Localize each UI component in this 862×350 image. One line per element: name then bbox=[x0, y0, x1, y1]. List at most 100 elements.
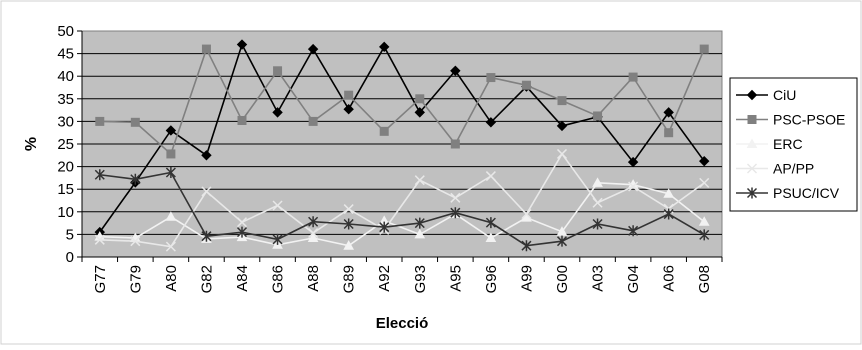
x-tick-label: G93 bbox=[412, 265, 429, 293]
data-point-erc bbox=[698, 216, 710, 226]
data-point-ciu bbox=[414, 107, 425, 118]
legend-label: PSUC/ICV bbox=[773, 185, 840, 201]
data-point-psuc-icv bbox=[343, 218, 354, 230]
data-point-psuc-icv bbox=[308, 216, 319, 228]
x-tick-label: G96 bbox=[483, 265, 500, 293]
legend-item-erc: ERC bbox=[736, 136, 803, 152]
y-tick-label: 25 bbox=[57, 136, 74, 153]
x-tick-label: A84 bbox=[234, 265, 251, 292]
data-point-ap-pp bbox=[699, 177, 710, 188]
data-point-psuc-icv bbox=[485, 217, 496, 229]
data-point-ciu bbox=[627, 156, 639, 168]
data-point-psc-psoe bbox=[379, 126, 389, 136]
legend: CiU PSC-PSOE ERC AP/PP PSUC/ICV bbox=[729, 77, 858, 212]
data-point-erc bbox=[165, 211, 177, 221]
data-point-psuc-icv bbox=[450, 207, 461, 219]
data-point-psc-psoe bbox=[344, 90, 354, 100]
data-point-erc bbox=[485, 232, 497, 243]
data-point-ciu bbox=[450, 65, 461, 76]
legend-item-psuc-icv: PSUC/ICV bbox=[736, 185, 840, 201]
data-point-ap-pp bbox=[308, 228, 319, 239]
y-tick-label: 15 bbox=[57, 181, 74, 198]
x-tick-label: A06 bbox=[661, 265, 678, 292]
legend-label: AP/PP bbox=[773, 161, 814, 177]
data-point-psuc-icv bbox=[521, 240, 532, 252]
gridlines bbox=[82, 53, 722, 235]
x-axis-title: Elecció bbox=[376, 315, 429, 332]
x-tick-label: G79 bbox=[127, 265, 144, 293]
data-point-ciu bbox=[663, 107, 674, 118]
data-point-ciu bbox=[343, 103, 354, 115]
series-line-erc bbox=[99, 182, 705, 247]
x-tick-label: G86 bbox=[270, 265, 287, 293]
data-point-psc-psoe bbox=[237, 115, 247, 125]
data-point-psuc-icv bbox=[272, 233, 283, 245]
data-point-ap-pp bbox=[628, 181, 639, 192]
y-tick-label: 50 bbox=[57, 23, 74, 40]
data-point-psuc-icv bbox=[628, 225, 639, 237]
data-point-psuc-icv bbox=[130, 173, 141, 185]
data-point-psc-psoe bbox=[521, 80, 531, 90]
x-tick-label: G77 bbox=[92, 265, 109, 293]
series-layer bbox=[94, 39, 710, 252]
y-axis-title: % bbox=[23, 137, 40, 151]
data-point-psuc-icv bbox=[414, 217, 425, 229]
series-line-psuc-icv bbox=[99, 171, 705, 247]
data-point-erc bbox=[556, 226, 568, 236]
data-point-ap-pp bbox=[130, 236, 141, 247]
data-point-erc bbox=[663, 188, 675, 198]
data-point-psc-psoe bbox=[415, 94, 425, 104]
data-point-psuc-icv bbox=[556, 235, 568, 247]
y-tick-label: 20 bbox=[57, 159, 74, 176]
data-point-psc-psoe bbox=[130, 117, 140, 127]
data-point-ap-pp bbox=[556, 148, 568, 159]
data-point-ciu bbox=[201, 150, 212, 161]
x-tick-label: A80 bbox=[163, 265, 180, 292]
legend-label: ERC bbox=[773, 136, 803, 152]
data-point-psc-psoe bbox=[699, 44, 709, 54]
legend-marker bbox=[746, 187, 758, 199]
data-point-psc-psoe bbox=[95, 116, 105, 126]
y-tick-label: 35 bbox=[57, 91, 74, 108]
data-point-psc-psoe bbox=[486, 73, 496, 83]
x-tick-label: G08 bbox=[696, 265, 713, 293]
series-ciu bbox=[94, 39, 710, 238]
legend-item-ap-pp: AP/PP bbox=[736, 161, 814, 177]
series-psc-psoe bbox=[95, 44, 709, 159]
data-point-ciu bbox=[307, 43, 319, 55]
y-tick-label: 45 bbox=[57, 46, 74, 63]
data-point-ciu bbox=[556, 120, 568, 132]
x-tick-label: G04 bbox=[625, 265, 642, 293]
data-point-ap-pp bbox=[165, 241, 176, 252]
data-point-psuc-icv bbox=[236, 226, 248, 238]
y-tick-label: 30 bbox=[57, 113, 74, 130]
data-point-psuc-icv bbox=[592, 218, 603, 230]
legend-label: PSC-PSOE bbox=[773, 112, 845, 128]
x-tick-label: G00 bbox=[554, 265, 571, 293]
x-tick-label: A92 bbox=[376, 265, 393, 292]
y-tick-label: 5 bbox=[66, 226, 74, 243]
data-point-ciu bbox=[485, 117, 497, 128]
legend-item-ciu: CiU bbox=[736, 87, 796, 103]
data-point-ap-pp bbox=[201, 186, 212, 197]
data-point-ciu bbox=[272, 107, 283, 118]
data-point-psc-psoe bbox=[201, 44, 211, 54]
series-psuc-icv bbox=[94, 166, 710, 252]
data-point-ap-pp bbox=[414, 175, 425, 186]
legend-label: CiU bbox=[773, 87, 796, 103]
legend-marker bbox=[747, 115, 757, 124]
data-point-ap-pp bbox=[450, 192, 461, 203]
data-point-ciu bbox=[165, 125, 177, 136]
data-point-psuc-icv bbox=[201, 230, 212, 242]
data-point-psc-psoe bbox=[166, 149, 176, 159]
data-point-ap-pp bbox=[592, 197, 603, 208]
legend-marker bbox=[746, 89, 758, 101]
data-point-erc bbox=[307, 232, 319, 243]
x-tick-label: G82 bbox=[198, 265, 215, 293]
data-point-erc bbox=[343, 240, 355, 250]
data-point-ap-pp bbox=[272, 200, 283, 211]
x-tick-label: A95 bbox=[447, 265, 464, 292]
legend-marker bbox=[746, 163, 758, 174]
data-point-erc bbox=[414, 228, 426, 239]
